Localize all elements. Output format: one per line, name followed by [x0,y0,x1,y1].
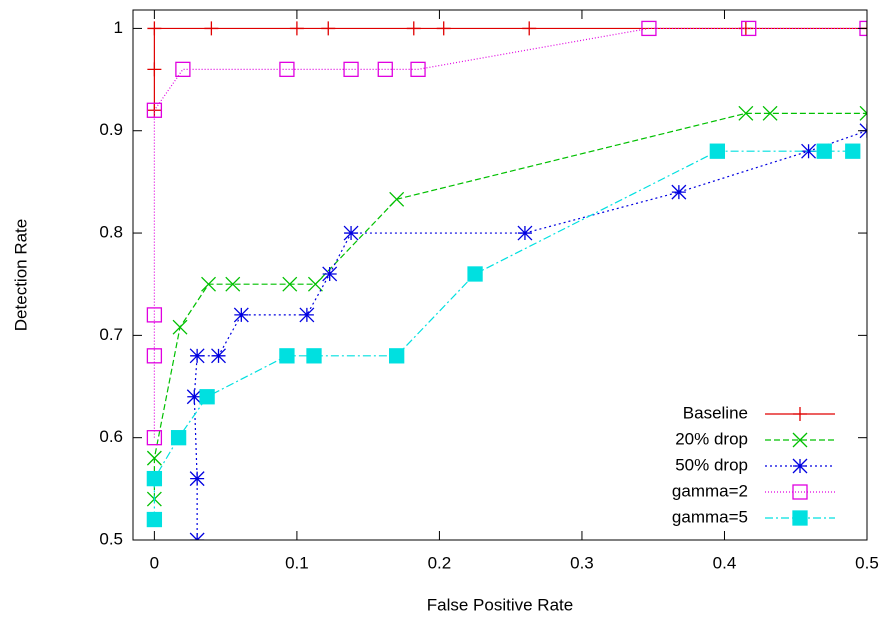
legend-label: gamma=2 [672,481,748,500]
marker [186,389,202,405]
marker [436,21,451,36]
marker [641,20,657,37]
legend-marker [793,407,807,421]
plot-area [146,20,867,540]
marker [406,21,421,36]
marker [306,348,322,364]
x-axis-label: False Positive Rate [427,595,573,614]
y-tick-label: 0.7 [99,325,123,344]
marker [321,21,336,36]
marker [199,389,215,405]
marker [146,511,163,528]
marker [189,471,205,487]
legend-marker [792,484,808,500]
marker [517,225,533,241]
marker [845,143,861,159]
marker [307,276,323,292]
marker [279,348,295,364]
marker [410,61,426,77]
marker [738,105,754,121]
marker [233,307,249,323]
marker [816,143,832,159]
marker [467,266,483,282]
marker [146,348,163,364]
marker [146,450,162,466]
marker [146,430,163,446]
marker [170,430,187,446]
marker [147,21,162,36]
marker [522,21,537,36]
x-tick-label: 0.3 [570,553,594,572]
marker [175,61,191,77]
y-tick-label: 0.6 [99,427,123,446]
marker [289,21,304,36]
plot-frame [132,9,868,541]
marker [322,266,338,282]
marker [343,225,359,241]
marker [225,276,241,292]
y-tick-label: 0.8 [99,223,123,242]
x-tick-label: 0 [150,553,159,572]
marker [172,319,188,335]
marker [389,191,405,207]
marker [671,184,687,200]
marker [389,348,405,364]
marker [189,348,205,364]
marker [201,276,216,292]
legend-marker [792,458,808,474]
x-tick-label: 0.5 [855,553,879,572]
marker [282,276,298,292]
series-line [153,27,867,111]
series-line [153,112,867,500]
legend-marker [792,510,808,526]
y-tick-label: 1 [114,18,123,37]
axes: 0 0.1 0.2 0.3 0.4 0.5 0.5 0.6 0.7 0.8 0.9 1 Baseline… [99,9,879,572]
x-tick-label: 0.2 [428,553,452,572]
marker [343,61,359,77]
y-tick-label: 0.5 [99,529,123,548]
marker [801,143,817,159]
marker [146,307,163,323]
marker [299,307,315,323]
x-tick-label: 0.1 [285,553,309,572]
marker [709,143,725,159]
marker [211,348,226,364]
series-line [193,130,867,540]
marker [762,105,778,121]
marker [741,20,757,37]
marker [146,470,163,487]
legend-label: 20% drop [675,429,748,448]
marker [279,61,295,77]
y-axis-label: Detection Rate [11,219,30,331]
legend-label: Baseline [683,403,748,422]
legend-label: 50% drop [675,455,748,474]
legend-marker [792,432,808,448]
series-line [153,27,867,438]
legend-label: gamma=5 [672,507,748,526]
series-line [153,150,853,520]
marker [147,62,162,77]
marker [377,61,393,77]
marker [204,21,219,36]
x-tick-label: 0.4 [713,553,737,572]
marker [146,102,163,118]
y-tick-label: 0.9 [99,120,123,139]
marker [859,105,867,121]
